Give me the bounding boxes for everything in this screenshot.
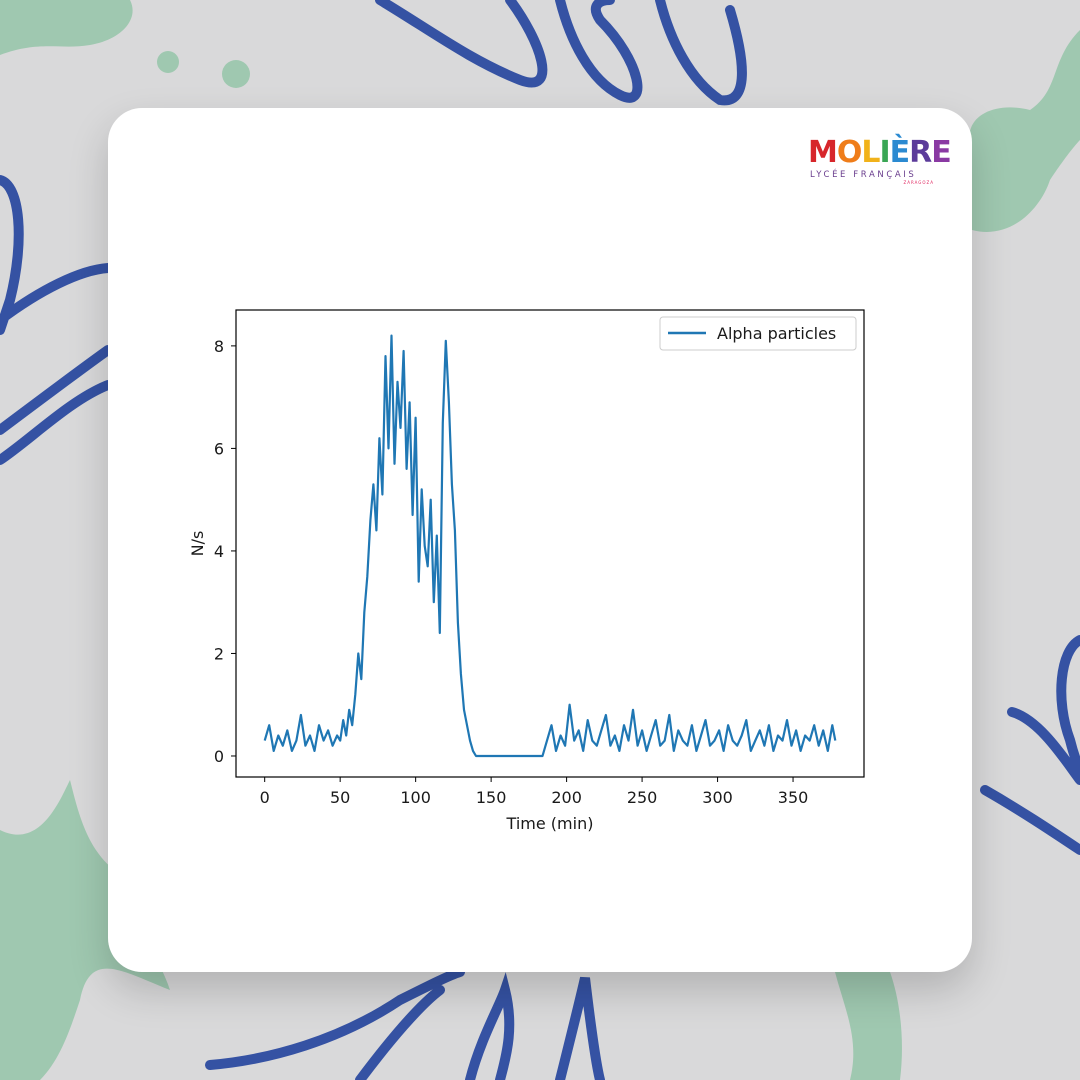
blue-scribble-bottom [205,967,605,1080]
blue-scribble-top [375,0,747,106]
y-axis-label: N/s [188,531,207,557]
logo-city: ZARAGOZA [903,180,934,185]
x-tick-label: 200 [551,788,582,807]
x-tick-label: 150 [476,788,507,807]
y-axis: 0 2 4 6 8 [214,337,236,766]
legend: Alpha particles [659,316,857,351]
y-tick-label: 0 [214,747,224,766]
x-axis-label: Time (min) [506,814,594,833]
green-leaf-bottom-right [835,972,902,1080]
y-tick-label: 2 [214,644,224,663]
moliere-logo: M O L I È R E LYCÉE FRANÇAIS ZARAGOZA [808,135,952,198]
green-dot [157,51,179,73]
x-tick-label: 300 [702,788,733,807]
x-tick-label: 350 [778,788,809,807]
logo-letter: R [909,135,932,170]
content-card: M O L I È R E LYCÉE FRANÇAIS ZARAGOZA [108,108,972,972]
green-star-bottom-left [0,780,170,1080]
y-tick-label: 8 [214,337,224,356]
legend-label: Alpha particles [717,324,836,343]
logo-letter: O [836,135,862,170]
blue-scribble-right [980,635,1080,855]
green-leaf-right [969,30,1080,232]
x-tick-label: 50 [330,788,350,807]
logo-letter: È [889,135,910,170]
logo-letter: M [808,135,838,170]
green-dot [222,60,250,88]
y-tick-label: 6 [214,439,224,458]
x-tick-label: 250 [627,788,658,807]
logo-wordmark: M O L I È R E [808,135,952,170]
x-tick-label: 0 [260,788,270,807]
green-leaf-top-left [0,0,133,55]
axes-frame [235,309,865,778]
logo-letter: L [861,135,880,170]
y-tick-label: 4 [214,542,224,561]
x-axis: 0 50 100 150 200 250 300 350 [260,777,809,807]
series-line-alpha-particles [263,334,837,758]
legend-box [659,316,857,351]
blue-scribble-left [0,175,113,465]
x-tick-label: 100 [400,788,431,807]
logo-letter: I [879,135,891,170]
logo-subtitle: LYCÉE FRANÇAIS [810,170,917,180]
logo-letter: E [931,135,951,170]
